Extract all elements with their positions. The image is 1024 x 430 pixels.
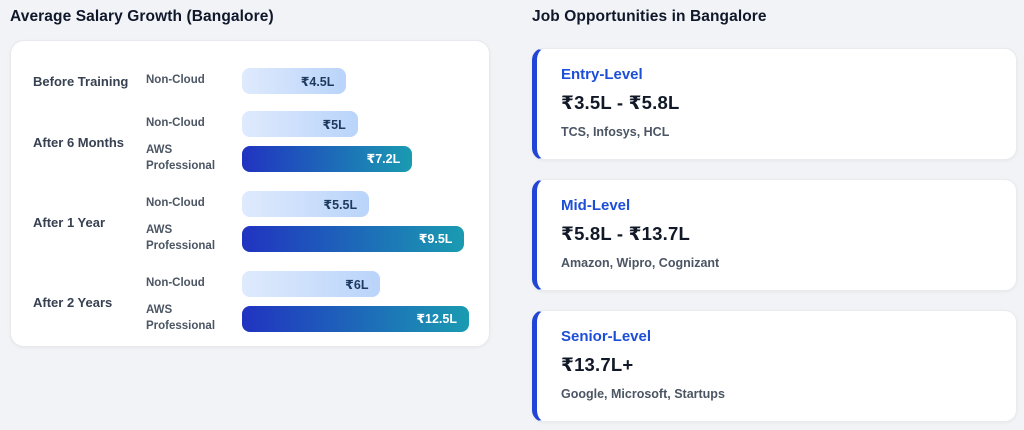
salary-growth-section: Average Salary Growth (Bangalore) Before… [10,6,490,422]
bar-aws-professional: ₹9.5L [242,225,465,252]
card-senior-level: Senior-Level ₹13.7L+ Google, Microsoft, … [532,310,1017,422]
bar-track: ₹5.5L [242,191,469,218]
group-bars: Non-Cloud ₹4.5L [146,68,469,94]
job-opportunities-title: Job Opportunities in Bangalore [532,8,767,25]
bar-value: ₹9.5L [418,232,453,247]
bar-value: ₹5L [322,117,346,132]
bar-track: ₹5L [242,111,469,137]
bar-value: ₹6L [345,277,369,292]
bar-track: ₹6L [242,271,469,298]
series-label-text: AWS Professional [146,304,216,332]
chart-group-after-2-years: After 2 Years Non-Cloud ₹6L AWS Professi… [33,271,469,334]
bar-row: AWS Professional ₹9.5L [146,223,469,254]
salary-range: ₹3.5L - ₹5.8L [561,92,680,113]
series-label: Non-Cloud [146,74,205,87]
series-label: Non-Cloud [146,277,205,290]
series-label: AWS Professional [146,303,242,334]
series-label: Non-Cloud [146,117,205,130]
bar-row: AWS Professional ₹7.2L [146,143,469,174]
group-bars: Non-Cloud ₹5L AWS Professional ₹7.2L [146,111,469,174]
bar-track: ₹7.2L [242,145,469,172]
bar-aws-professional: ₹12.5L [242,305,469,332]
group-label: After 1 Year [33,215,106,231]
series-label: Non-Cloud [146,197,205,210]
bar-track: ₹9.5L [242,225,469,252]
bar-noncloud: ₹5.5L [242,191,370,218]
series-label: AWS Professional [146,144,216,172]
bar-value: ₹7.2L [366,152,401,167]
group-label: Before Training [33,73,129,89]
bar-row: AWS Professional ₹12.5L [146,303,469,334]
bar-value: ₹4.5L [300,74,335,89]
job-level-cards: Entry-Level ₹3.5L - ₹5.8L TCS, Infosys, … [532,48,1017,422]
companies-list: Amazon, Wipro, Cognizant [561,256,720,270]
chart-group-after-6-months: After 6 Months Non-Cloud ₹5L AWS Profess… [33,111,469,174]
companies-list: TCS, Infosys, HCL [561,125,670,139]
group-label: After 6 Months [33,135,124,151]
bar-row: Non-Cloud ₹5L [146,111,469,137]
series-label: AWS Professional [146,224,216,252]
bar-aws-professional: ₹7.2L [242,145,413,172]
salary-growth-chart-panel: Before Training Non-Cloud ₹4.5L After 6 … [10,40,490,347]
card-mid-level: Mid-Level ₹5.8L - ₹13.7L Amazon, Wipro, … [532,179,1017,291]
salary-range: ₹5.8L - ₹13.7L [561,223,690,244]
bar-track: ₹12.5L [242,305,469,332]
bar-noncloud: ₹6L [242,271,381,298]
bar-noncloud: ₹5L [242,111,358,137]
bar-value: ₹12.5L [416,312,457,327]
bar-value: ₹5.5L [323,197,358,212]
bar-row: Non-Cloud ₹6L [146,271,469,298]
card-entry-level: Entry-Level ₹3.5L - ₹5.8L TCS, Infosys, … [532,48,1017,160]
chart-group-before-training: Before Training Non-Cloud ₹4.5L [33,68,469,94]
group-label: After 2 Years [33,295,113,311]
job-opportunities-section: Job Opportunities in Bangalore Entry-Lev… [532,6,1017,422]
salary-range: ₹13.7L+ [561,354,634,375]
job-level-label: Senior-Level [561,328,652,345]
bar-track: ₹4.5L [242,68,469,94]
job-level-label: Entry-Level [561,66,643,83]
salary-growth-title: Average Salary Growth (Bangalore) [10,8,274,25]
group-bars: Non-Cloud ₹5.5L AWS Professional ₹9.5L [146,191,469,254]
bar-row: Non-Cloud ₹4.5L [146,68,469,94]
chart-group-after-1-year: After 1 Year Non-Cloud ₹5.5L AWS Profess… [33,191,469,254]
bar-noncloud: ₹4.5L [242,68,347,94]
group-bars: Non-Cloud ₹6L AWS Professional ₹12.5L [146,271,469,334]
job-level-label: Mid-Level [561,197,631,214]
companies-list: Google, Microsoft, Startups [561,387,725,401]
bar-row: Non-Cloud ₹5.5L [146,191,469,218]
